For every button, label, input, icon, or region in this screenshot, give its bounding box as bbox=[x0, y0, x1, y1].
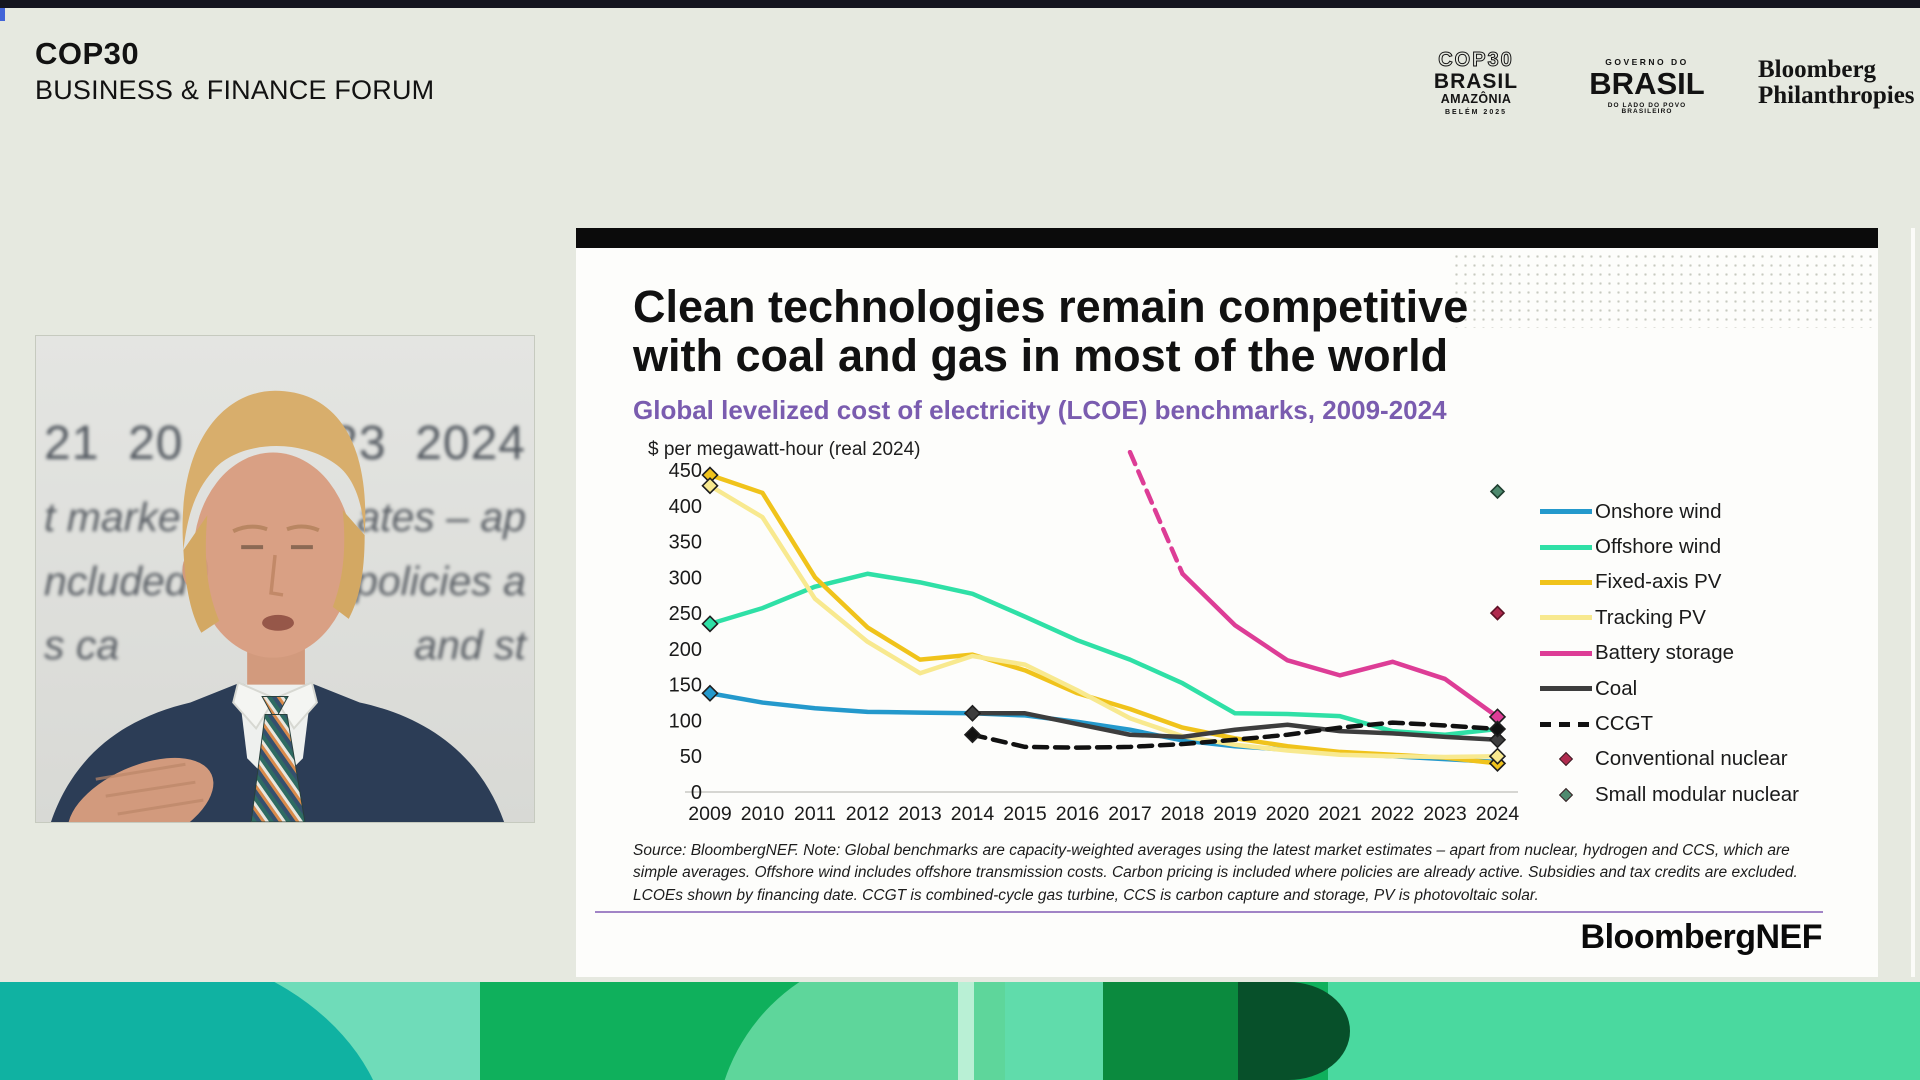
cop30-logo-line3: AMAZÔNIA bbox=[1440, 92, 1512, 107]
svg-text:300: 300 bbox=[669, 567, 702, 589]
legend-label: Onshore wind bbox=[1595, 499, 1722, 523]
footer-art-segment bbox=[1328, 982, 1920, 1080]
legend-item: Fixed-axis PV bbox=[1540, 565, 1799, 600]
bloomberg-logo-line2: Philanthropies bbox=[1758, 81, 1915, 109]
footer-art-segment bbox=[1005, 982, 1103, 1080]
line-swatch-icon bbox=[1540, 686, 1592, 692]
svg-text:2014: 2014 bbox=[951, 803, 995, 825]
presentation-slide: Clean technologies remain competitive wi… bbox=[576, 228, 1878, 977]
event-subtitle: BUSINESS & FINANCE FORUM bbox=[35, 75, 435, 105]
footer-artwork bbox=[0, 982, 1920, 1080]
slide-top-bar bbox=[576, 228, 1878, 248]
governo-logo-line3: DO LADO DO POVO BRASILEIRO bbox=[1607, 101, 1687, 115]
svg-text:2021: 2021 bbox=[1318, 803, 1361, 825]
legend-label: CCGT bbox=[1595, 712, 1654, 736]
footer-art-segment bbox=[0, 982, 480, 1080]
cop30-logo-line4: BELÉM 2025 bbox=[1444, 109, 1508, 117]
footer-art-segment bbox=[958, 982, 974, 1080]
legend-item: Battery storage bbox=[1540, 636, 1799, 671]
slide-title: Clean technologies remain competitive wi… bbox=[633, 282, 1468, 380]
svg-text:50: 50 bbox=[680, 746, 702, 768]
svg-text:2020: 2020 bbox=[1266, 803, 1310, 825]
governo-do-brasil-logo: GOVERNO DO BRASIL DO LADO DO POVO BRASIL… bbox=[1586, 58, 1708, 116]
governo-logo-line2: BRASIL bbox=[1589, 65, 1705, 101]
legend-label: Battery storage bbox=[1595, 641, 1735, 665]
line-swatch-icon bbox=[1540, 650, 1592, 656]
svg-text:2009: 2009 bbox=[688, 803, 731, 825]
svg-text:2011: 2011 bbox=[794, 803, 836, 825]
cop30-logo-line1: COP30 bbox=[1438, 49, 1514, 71]
legend-item: Onshore wind bbox=[1540, 494, 1799, 529]
bloomberg-logo-line1: Bloomberg bbox=[1758, 56, 1877, 83]
svg-text:2024: 2024 bbox=[1476, 803, 1520, 825]
svg-text:2016: 2016 bbox=[1056, 803, 1099, 825]
chart-legend: Onshore wind Offshore wind Fixed-axis PV Tr… bbox=[1540, 494, 1799, 813]
slide-title-line1: Clean technologies remain competitive bbox=[633, 281, 1469, 332]
legend-label: Conventional nuclear bbox=[1595, 747, 1788, 771]
svg-text:150: 150 bbox=[669, 675, 702, 697]
projected-slide-text: 21 20 23 2024 bbox=[44, 417, 526, 470]
projected-slide-text: s ca and st bbox=[44, 622, 526, 668]
svg-text:2023: 2023 bbox=[1423, 803, 1466, 825]
line-swatch-icon bbox=[1540, 509, 1592, 515]
svg-text:2019: 2019 bbox=[1213, 803, 1256, 825]
legend-item: Tracking PV bbox=[1540, 600, 1799, 635]
svg-text:2017: 2017 bbox=[1108, 803, 1151, 825]
top-edge-bar bbox=[0, 0, 1920, 8]
y-axis-unit-label: $ per megawatt-hour (real 2024) bbox=[648, 439, 921, 460]
blue-corner-notch bbox=[0, 8, 5, 21]
projected-slide-text: ncluded policies a bbox=[44, 558, 526, 604]
svg-text:0: 0 bbox=[691, 782, 702, 804]
legend-item: Offshore wind bbox=[1540, 529, 1799, 564]
slide-subtitle: Global levelized cost of electricity (LC… bbox=[633, 395, 1447, 425]
diamond-swatch-icon bbox=[1540, 787, 1592, 802]
footer-art-segment bbox=[480, 982, 1095, 1080]
legend-label: Fixed-axis PV bbox=[1595, 570, 1722, 594]
line-swatch-icon bbox=[1540, 544, 1592, 550]
svg-text:100: 100 bbox=[669, 710, 702, 732]
event-title: COP30 bbox=[35, 36, 140, 71]
legend-label: Tracking PV bbox=[1595, 605, 1706, 629]
svg-text:350: 350 bbox=[669, 532, 702, 554]
svg-text:2013: 2013 bbox=[898, 803, 941, 825]
svg-text:2010: 2010 bbox=[741, 803, 785, 825]
cop30-logo-line2: BRASIL bbox=[1433, 70, 1519, 93]
dash-swatch-icon bbox=[1540, 721, 1592, 727]
svg-text:2012: 2012 bbox=[846, 803, 889, 825]
purple-divider bbox=[595, 911, 1823, 913]
speaker-illustration bbox=[50, 390, 505, 822]
legend-label: Coal bbox=[1595, 676, 1638, 700]
governo-logo-line1: GOVERNO DO bbox=[1605, 57, 1689, 67]
bloomberg-philanthropies-logo: Bloomberg Philanthropies bbox=[1758, 57, 1915, 109]
legend-item: Small modular nuclear bbox=[1540, 777, 1799, 812]
event-header: COP30 BUSINESS & FINANCE FORUM bbox=[35, 36, 434, 106]
speaker-video: s ca and st ncluded policies a t marke ates –… bbox=[35, 335, 535, 823]
bloombergnef-logo: BloombergNEF bbox=[1580, 918, 1823, 956]
footer-art-segment bbox=[1103, 982, 1238, 1080]
legend-item: CCGT bbox=[1540, 706, 1799, 741]
legend-label: Offshore wind bbox=[1595, 535, 1722, 559]
svg-text:450: 450 bbox=[669, 460, 702, 482]
footer-art-segment bbox=[1238, 982, 1350, 1080]
diamond-swatch-icon bbox=[1540, 752, 1592, 767]
source-note: Source: BloombergNEF. Note: Global bench… bbox=[633, 842, 1798, 904]
legend-item: Coal bbox=[1540, 671, 1799, 706]
dot-grid-decoration bbox=[1452, 252, 1876, 328]
svg-text:2015: 2015 bbox=[1003, 803, 1047, 825]
projected-slide-text: t marke ates – ap bbox=[44, 494, 526, 540]
svg-text:200: 200 bbox=[669, 639, 702, 661]
svg-text:400: 400 bbox=[669, 496, 702, 518]
svg-text:250: 250 bbox=[669, 603, 702, 625]
cop30-brasil-logo: COP30 BRASIL AMAZÔNIA BELÉM 2025 bbox=[1430, 49, 1522, 117]
legend-label: Small modular nuclear bbox=[1595, 782, 1799, 806]
line-swatch-icon bbox=[1540, 579, 1592, 585]
right-edge-strip bbox=[1911, 228, 1915, 977]
slide-title-line2: with coal and gas in most of the world bbox=[633, 330, 1449, 382]
line-swatch-icon bbox=[1540, 615, 1592, 621]
svg-text:2018: 2018 bbox=[1161, 803, 1204, 825]
svg-text:2022: 2022 bbox=[1371, 803, 1414, 825]
lcoe-chart: 0 50 100 150 200 250 300 350 400 450 2009 2010 2011 2… bbox=[669, 450, 1520, 825]
legend-item: Conventional nuclear bbox=[1540, 742, 1799, 777]
